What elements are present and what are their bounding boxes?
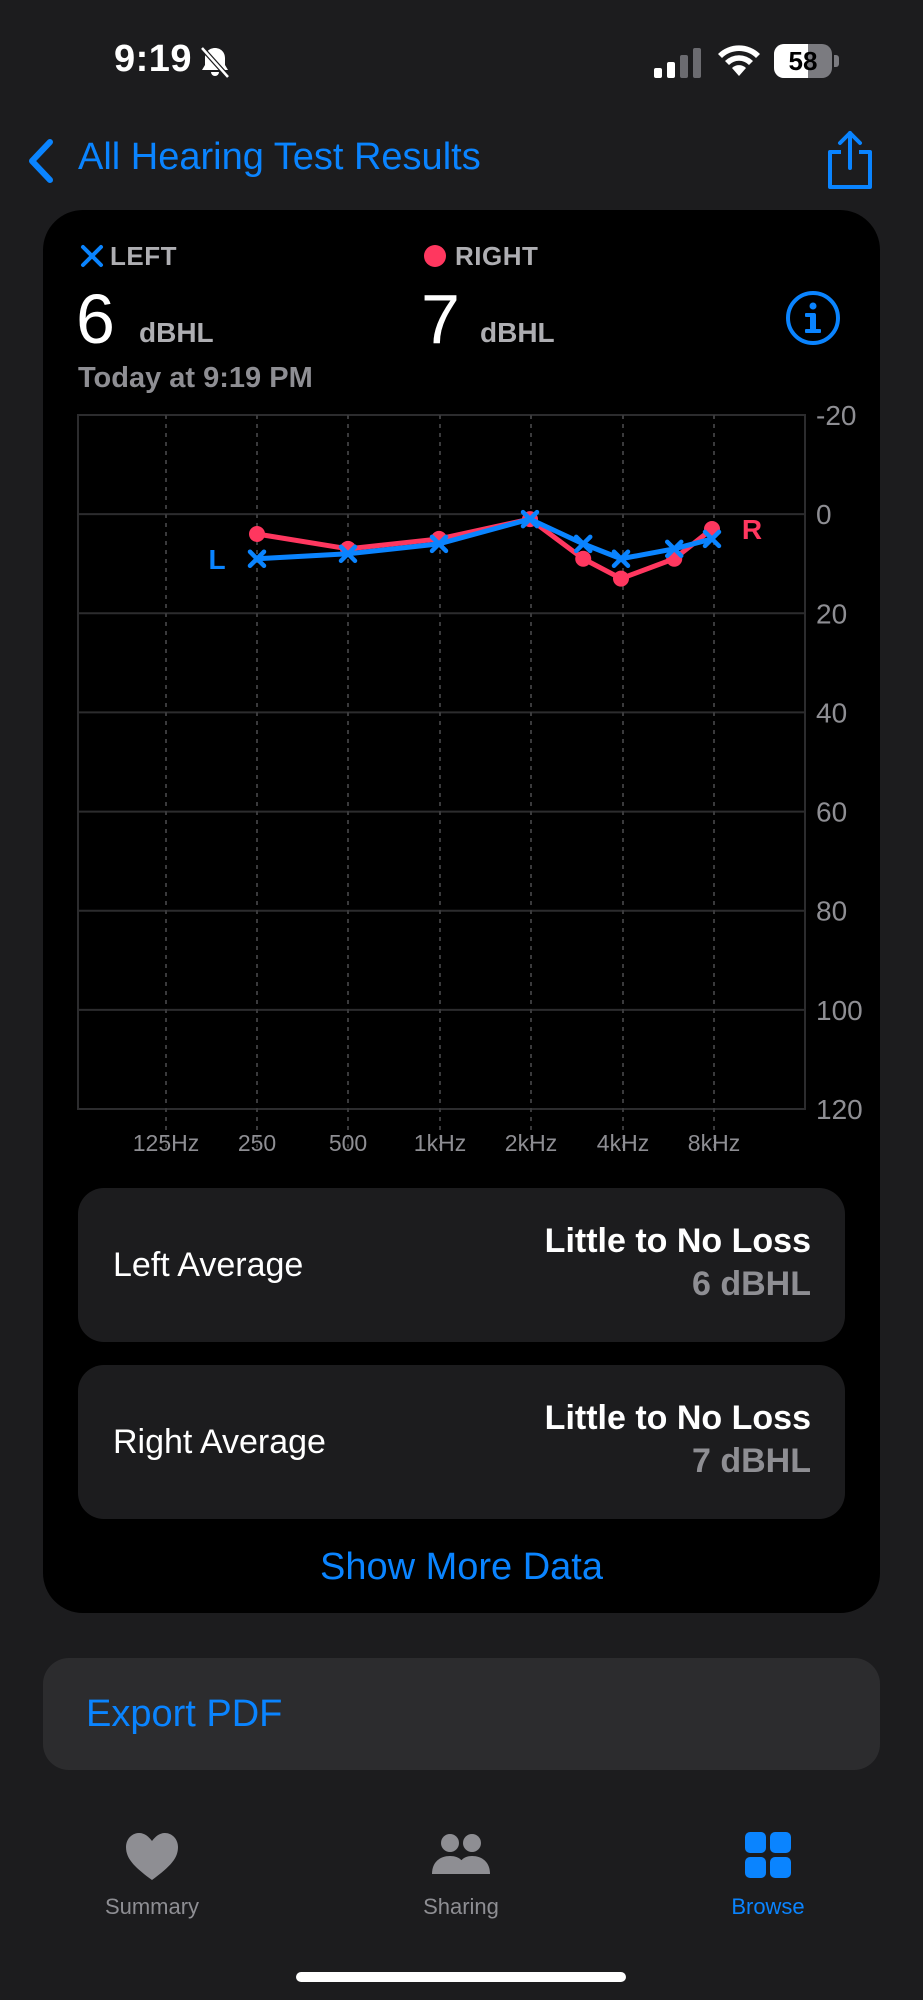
series-label-r: R (742, 514, 762, 545)
tab-summary-label: Summary (104, 1894, 200, 1919)
x-tick-label: 2kHz (505, 1130, 557, 1156)
series-line-r (254, 516, 715, 582)
right-ear-value: 7 (421, 280, 460, 358)
tab-summary[interactable]: Summary (52, 1830, 252, 1920)
right-ear-point (249, 525, 265, 542)
left-ear-x-icon (81, 245, 103, 267)
left-ear-unit: dBHL (139, 317, 214, 348)
left-average-classification: Little to No Loss (544, 1222, 811, 1260)
cellular-signal-icon (654, 48, 701, 78)
test-timestamp: Today at 9:19 PM (78, 362, 313, 394)
battery-level: 58 (788, 46, 818, 76)
left-average-label: Left Average (113, 1246, 304, 1284)
left-ear-point (573, 534, 593, 554)
back-chevron-icon[interactable] (24, 138, 58, 184)
right-average-label: Right Average (113, 1423, 326, 1461)
x-tick-label: 1kHz (414, 1130, 466, 1156)
x-tick-label: 500 (329, 1130, 367, 1156)
y-tick-label: 0 (816, 499, 832, 530)
y-tick-label: -20 (816, 400, 856, 431)
people-icon (432, 1834, 490, 1874)
right-ear-point (575, 550, 592, 567)
left-ear-point (338, 544, 358, 564)
tab-browse-label: Browse (731, 1894, 805, 1919)
right-average-card: Right Average Little to No Loss 7 dBHL (78, 1365, 845, 1519)
home-indicator (296, 1972, 626, 1982)
bell-slash-icon (200, 46, 230, 79)
right-ear-dot-icon (424, 245, 446, 267)
y-tick-label: 80 (816, 896, 847, 927)
right-ear-unit: dBHL (480, 317, 555, 348)
series-line-l (254, 516, 715, 562)
left-average-card: Left Average Little to No Loss 6 dBHL (78, 1188, 845, 1342)
heart-icon (126, 1833, 178, 1880)
tab-sharing[interactable]: Sharing (361, 1830, 561, 1920)
y-tick-label: 40 (816, 697, 847, 728)
status-time: 9:19 (114, 38, 193, 80)
left-ear-point (520, 509, 540, 529)
back-button[interactable]: All Hearing Test Results (78, 136, 481, 178)
tab-browse[interactable]: Browse (668, 1830, 868, 1920)
left-ear-point (611, 549, 631, 569)
x-tick-label: 4kHz (597, 1130, 649, 1156)
series-label-l: L (208, 544, 225, 575)
left-average-value: 6 dBHL (692, 1265, 811, 1303)
x-tick-label: 8kHz (688, 1130, 740, 1156)
export-pdf-button[interactable]: Export PDF (43, 1658, 880, 1770)
battery-icon: 58 (774, 44, 840, 78)
left-ear-point (429, 534, 449, 554)
left-ear-value: 6 (76, 280, 115, 358)
right-ear-point (613, 570, 629, 587)
y-tick-label: 100 (816, 995, 863, 1026)
chart-frame (77, 414, 806, 1110)
grid-icon (745, 1832, 791, 1878)
audiogram-chart: -20 0 20 40 60 80 100 120 125Hz 250 500 1kHz 2kHz 4kH… (77, 400, 863, 1156)
right-average-classification: Little to No Loss (544, 1399, 811, 1437)
info-icon[interactable] (785, 290, 841, 346)
tab-sharing-label: Sharing (423, 1894, 499, 1919)
wifi-icon (718, 45, 760, 76)
left-ear-point (702, 529, 722, 549)
y-tick-label: 60 (816, 797, 847, 828)
show-more-data-button[interactable]: Show More Data (319, 1546, 603, 1588)
left-ear-label: LEFT (110, 241, 177, 271)
right-ear-label: RIGHT (455, 241, 539, 271)
left-ear-point (247, 549, 267, 569)
y-tick-label: 120 (816, 1094, 863, 1125)
share-icon[interactable] (824, 130, 876, 190)
y-tick-label: 20 (816, 598, 847, 629)
right-average-value: 7 dBHL (692, 1442, 811, 1480)
x-tick-label: 125Hz (133, 1130, 199, 1156)
left-ear-point (664, 539, 684, 559)
export-pdf-label: Export PDF (86, 1693, 283, 1735)
x-tick-label: 250 (238, 1130, 276, 1156)
